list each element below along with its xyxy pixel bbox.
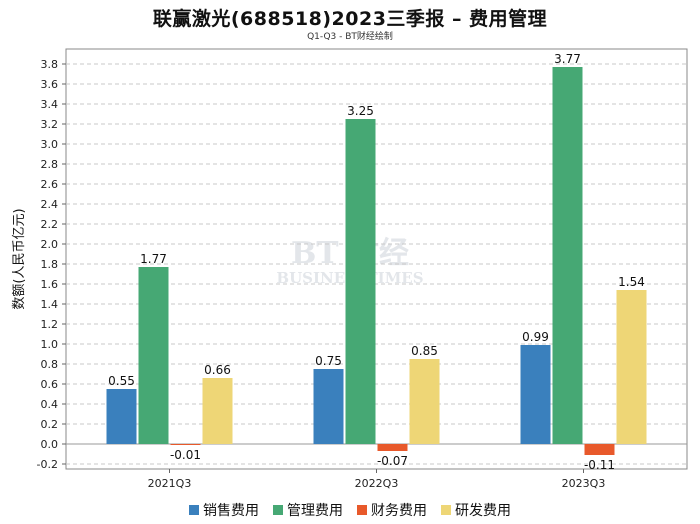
legend-item: 销售费用	[189, 500, 259, 520]
data-label: -0.11	[584, 458, 615, 472]
x-tick-label: 2021Q3	[148, 477, 192, 490]
bar-2023Q3-研发费用	[616, 290, 647, 444]
y-tick-label: 0.0	[41, 438, 59, 451]
data-label: 3.77	[554, 52, 581, 66]
legend-swatch	[357, 505, 367, 515]
y-tick-label: 1.6	[41, 278, 59, 291]
y-tick-label: -0.2	[37, 458, 58, 471]
y-tick-label: 0.2	[41, 418, 59, 431]
y-tick-label: 0.4	[41, 398, 59, 411]
data-label: 1.77	[140, 252, 167, 266]
y-tick-label: 3.6	[41, 78, 59, 91]
legend-label: 管理费用	[287, 503, 343, 519]
bar-2021Q3-销售费用	[106, 389, 137, 444]
legend-label: 研发费用	[455, 503, 511, 519]
legend-swatch	[189, 505, 199, 515]
bar-2022Q3-研发费用	[409, 359, 440, 444]
bar-2023Q3-销售费用	[520, 345, 551, 444]
data-label: 3.25	[347, 104, 374, 118]
y-tick-label: 3.0	[41, 138, 59, 151]
legend-swatch	[441, 505, 451, 515]
legend-label: 财务费用	[371, 503, 427, 519]
data-label: 1.54	[618, 275, 645, 289]
legend-item: 管理费用	[273, 500, 343, 520]
data-label: 0.75	[315, 354, 342, 368]
y-tick-label: 0.6	[41, 378, 59, 391]
bar-2023Q3-财务费用	[584, 444, 615, 455]
chart-title: 联赢激光(688518)2023三季报 – 费用管理	[152, 8, 548, 30]
chart-legend: 销售费用 管理费用 财务费用 研发费用	[0, 500, 700, 520]
legend-swatch	[273, 505, 283, 515]
chart-subtitle: Q1-Q3 - BT财经绘制	[307, 32, 393, 42]
x-tick-label: 2023Q3	[562, 477, 606, 490]
y-tick-label: 1.0	[41, 338, 59, 351]
y-tick-label: 1.2	[41, 318, 59, 331]
y-tick-label: 2.0	[41, 238, 59, 251]
y-tick-label: 1.8	[41, 258, 59, 271]
legend-label: 销售费用	[203, 503, 259, 519]
y-tick-label: 2.8	[41, 158, 59, 171]
data-label: -0.07	[377, 454, 408, 468]
y-tick-label: 3.8	[41, 58, 59, 71]
y-tick-label: 0.8	[41, 358, 59, 371]
data-label: -0.01	[170, 448, 201, 462]
y-tick-label: 2.2	[41, 218, 59, 231]
legend-item: 财务费用	[357, 500, 427, 520]
bar-2021Q3-研发费用	[202, 378, 233, 444]
plot-area	[65, 48, 688, 470]
bar-2021Q3-财务费用	[170, 444, 201, 445]
y-tick-label: 2.4	[41, 198, 59, 211]
chart-canvas: BT 财经BUSINESSTIMES-0.20.00.20.40.60.81.0…	[12, 48, 688, 490]
y-tick-label: 3.2	[41, 118, 59, 131]
y-tick-label: 3.4	[41, 98, 59, 111]
data-label: 0.55	[108, 374, 135, 388]
x-tick-label: 2022Q3	[355, 477, 399, 490]
legend-item: 研发费用	[441, 500, 511, 520]
bar-2021Q3-管理费用	[138, 267, 169, 444]
y-axis-label: 数额(人民币亿元)	[12, 208, 27, 309]
bar-2023Q3-管理费用	[552, 67, 583, 444]
bar-2022Q3-销售费用	[313, 369, 344, 444]
bar-2022Q3-管理费用	[345, 119, 376, 444]
data-label: 0.66	[204, 363, 231, 377]
y-tick-label: 1.4	[41, 298, 59, 311]
data-label: 0.99	[522, 330, 549, 344]
y-tick-label: 2.6	[41, 178, 59, 191]
data-label: 0.85	[411, 344, 438, 358]
bar-2022Q3-财务费用	[377, 444, 408, 451]
